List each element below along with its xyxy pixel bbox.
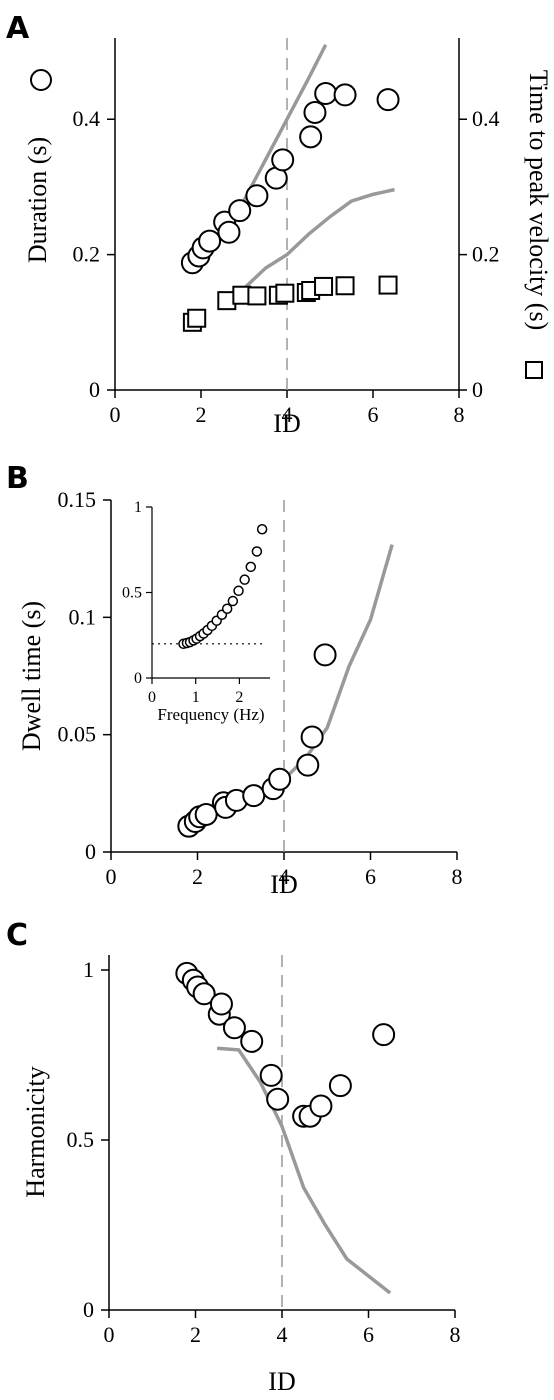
- panel-c-circle-point: [328, 1074, 352, 1098]
- panel-a-square-point: [275, 283, 295, 303]
- panel-c-circle-point: [309, 1094, 333, 1118]
- panel-b-circle-point: [313, 643, 337, 667]
- panel-c-circle-point: [259, 1063, 283, 1087]
- panel-b-x-tick-label: 0: [106, 864, 117, 889]
- panel-a-x-tick-label: 4: [282, 402, 293, 427]
- panel-c-y-tick-label: 0: [83, 1297, 94, 1322]
- panel-b-inset: 0 1 2 0 0.5 1 Frequency (Hz): [122, 499, 270, 724]
- panel-c-model-line: [216, 1046, 392, 1295]
- inset-x-tick-label: 0: [148, 689, 156, 706]
- inset-circle-point: [251, 546, 263, 557]
- panel-c-circle-point: [192, 982, 216, 1006]
- panel-c-circle-point: [266, 1087, 290, 1111]
- panel-a-y-label-left: Duration (s): [23, 137, 52, 263]
- panel-c-y-label: Harmonicity: [21, 1066, 50, 1197]
- inset-x-tick-label: 2: [235, 689, 243, 706]
- panel-a-circle-point: [303, 100, 327, 124]
- panel-b-y-tick-label: 0: [85, 839, 96, 864]
- panel-a-y-label-right: Time to peak velocity (s): [524, 70, 553, 330]
- panel-b-y-tick-label: 0.05: [58, 722, 97, 747]
- panel-b-circle-point: [242, 784, 266, 808]
- panel-b-y-tick-label: 0.15: [58, 487, 97, 512]
- inset-x-label: Frequency (Hz): [157, 705, 264, 724]
- panel-c-circle-point: [240, 1029, 264, 1053]
- panel-a-square-point: [378, 275, 398, 295]
- inset-circle-point: [221, 603, 233, 614]
- panel-a-square-point: [335, 276, 355, 296]
- panel-c-x-tick-label: 4: [277, 1322, 288, 1347]
- panel-b-circle-point: [300, 725, 324, 749]
- panel-b-circle-point: [268, 767, 292, 791]
- panel-a-x-tick-label: 8: [454, 402, 465, 427]
- panel-a-y-tick-label-right: 0.4: [472, 106, 500, 131]
- panel-c-x-tick-label: 0: [104, 1322, 115, 1347]
- panel-c-y-tick-label: 1: [83, 957, 94, 982]
- panel-a-y-tick-label-right: 0: [472, 377, 483, 402]
- panel-c-x-label: ID: [268, 1367, 295, 1396]
- panel-b: B 0 2 4 6 8 0 0.05 0.1 0.15 ID Dwell time (s) 0 1…: [6, 461, 463, 899]
- inset-y-tick-label: 0: [134, 670, 142, 687]
- panel-c: C 0 2 4 6 8 0 0.5 1 ID Harmonicity: [6, 918, 461, 1396]
- panel-c-y-tick-label: 0.5: [67, 1127, 95, 1152]
- panel-a-circle-point: [314, 82, 338, 106]
- inset-circle-point: [256, 523, 268, 535]
- panel-c-circle-point: [372, 1023, 396, 1047]
- panel-a-circle-point: [333, 83, 357, 107]
- panel-a-circle-point: [271, 148, 295, 172]
- panel-a-circle-point: [299, 125, 323, 149]
- inset-circle-point: [239, 574, 250, 585]
- panel-label-a: A: [6, 11, 30, 46]
- inset-x-tick-label: 1: [192, 689, 200, 706]
- panel-b-x-tick-label: 4: [279, 864, 290, 889]
- panel-c-x-tick-label: 6: [363, 1322, 374, 1347]
- panel-b-x-tick-label: 2: [192, 864, 203, 889]
- panel-a-x-label: ID: [273, 409, 300, 438]
- inset-y-tick-label: 0.5: [122, 585, 142, 602]
- inset-circle-point: [227, 595, 239, 607]
- panel-a-square-point: [187, 308, 207, 328]
- panel-b-circle-point: [296, 753, 320, 777]
- panel-label-b: B: [6, 461, 29, 496]
- panel-c-circle-point: [222, 1016, 246, 1040]
- panel-a-circle-point: [217, 220, 241, 244]
- panel-b-y-tick-label: 0.1: [69, 604, 97, 629]
- panel-b-x-tick-label: 8: [452, 864, 463, 889]
- panel-label-c: C: [6, 918, 28, 953]
- panel-b-x-tick-label: 6: [365, 864, 376, 889]
- panel-a-square-point: [247, 286, 267, 306]
- panel-a-square-point: [314, 276, 334, 296]
- panel-a-x-tick-label: 6: [368, 402, 379, 427]
- inset-circle-point: [245, 561, 257, 573]
- panel-a-y-tick-label-left: 0.2: [73, 242, 101, 267]
- panel-b-x-label: ID: [270, 870, 297, 899]
- panel-a-circle-point: [376, 88, 400, 112]
- panel-a-model-line: [221, 187, 395, 311]
- legend-square-marker: [525, 361, 543, 379]
- panel-a-x-tick-label: 0: [110, 402, 121, 427]
- panel-c-x-tick-label: 8: [450, 1322, 461, 1347]
- inset-y-tick-label: 1: [134, 499, 142, 516]
- panel-a-circle-point: [198, 229, 222, 253]
- panel-a-circle-point: [245, 184, 269, 208]
- legend-circle-marker: [30, 69, 52, 91]
- panel-a-y-tick-label-left: 0.4: [73, 106, 101, 131]
- panel-a-x-tick-label: 2: [196, 402, 207, 427]
- panel-a-y-tick-label-right: 0.2: [472, 242, 500, 267]
- panel-c-circle-point: [209, 992, 233, 1016]
- panel-b-y-label: Dwell time (s): [17, 601, 46, 751]
- panel-c-x-tick-label: 2: [190, 1322, 201, 1347]
- panel-a-y-tick-label-left: 0: [89, 377, 100, 402]
- panel-a: A 0 2 4 6 800.20.400.20.4 ID Duration (s) Ti…: [6, 11, 553, 438]
- panel-a-circle-point: [228, 199, 252, 223]
- inset-circle-point: [233, 585, 244, 597]
